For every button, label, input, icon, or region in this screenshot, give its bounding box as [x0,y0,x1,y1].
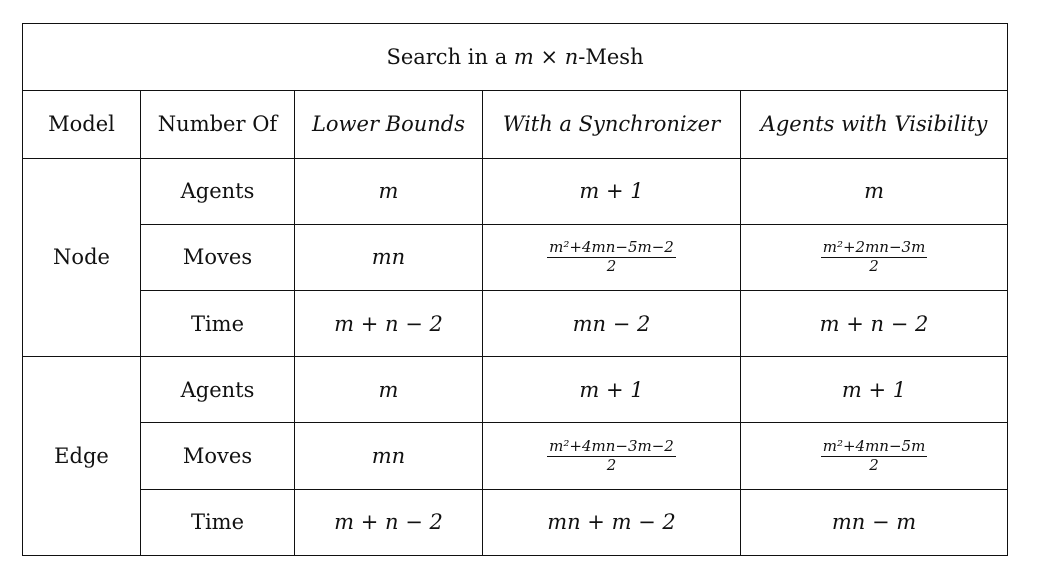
fraction-denominator: 2 [869,256,879,275]
table-row: Edge Agents m m + 1 m + 1 [22,356,1009,556]
fraction: m²+2mn−3m 2 [820,238,928,275]
sync-cell: m²+4mn−3m−2 2 [482,422,741,490]
fraction: m²+4mn−5m 2 [820,436,928,474]
fraction-denominator: 2 [606,455,617,474]
table-row: Node Agents m m + 1 m [22,157,1009,358]
visibility-cell: m²+4mn−5m 2 [739,422,1009,490]
metric-cell: Moves [140,422,295,490]
sync-cell: m²+4mn−5m−2 2 [482,223,741,291]
metric-cell: Agents [140,356,295,424]
fraction-denominator: 2 [869,455,879,474]
metric-cell: Time [140,488,295,557]
visibility-cell: m + 1 [739,356,1009,424]
metric-cell: Agents [140,157,295,225]
fraction-numerator: m²+2mn−3m [820,238,928,258]
lower-bound-cell: m [294,356,483,424]
fraction-denominator: 2 [606,256,617,275]
table-row: Moves mn m²+4mn−3m−2 2 m²+4mn−5m 2 [23,422,1009,490]
table-title-row: Search in a m × n-Mesh [21,22,1009,92]
lower-bound-cell: m + n − 2 [294,289,483,358]
header-model: Model [22,90,141,159]
fraction: m²+4mn−5m−2 2 [547,238,676,275]
lower-bound-cell: m [294,157,483,225]
header-with-synchronizer: With a Synchronizer [482,90,741,159]
sync-cell: m + 1 [482,356,741,424]
table-row: Time m + n − 2 mn − 2 m + n − 2 [23,289,1009,358]
sync-cell: m + 1 [482,157,741,225]
fraction-numerator: m²+4mn−5m−2 [547,238,676,258]
sync-cell: mn + m − 2 [482,488,741,557]
visibility-cell: m²+2mn−3m 2 [739,223,1009,291]
header-agents-visibility: Agents with Visibility [739,90,1009,159]
metric-cell: Time [140,289,295,358]
mesh-search-table: Search in a m × n-Mesh Model Number Of L… [21,22,1009,557]
visibility-cell: m + n − 2 [739,289,1009,358]
lower-bound-cell: mn [294,422,483,490]
fraction-numerator: m²+4mn−3m−2 [547,436,676,457]
model-node: Node [22,157,141,358]
table-title-math: m × n [513,45,579,70]
lower-bound-cell: m + n − 2 [294,488,483,557]
fraction-numerator: m²+4mn−5m [820,436,928,457]
table-title-suffix: -Mesh [578,45,644,70]
table-title-prefix: Search in a [386,45,514,70]
model-edge: Edge [22,356,141,556]
header-row: Model Number Of Lower Bounds With a Sync… [22,90,1009,159]
visibility-cell: m [739,157,1009,225]
lower-bound-cell: mn [294,223,483,291]
table-row: Time m + n − 2 mn + m − 2 mn − m [23,488,1009,557]
header-lower-bounds: Lower Bounds [294,90,483,159]
visibility-cell: mn − m [739,488,1009,557]
table-row: Moves mn m²+4mn−5m−2 2 m²+2mn−3m 2 [23,223,1009,291]
fraction: m²+4mn−3m−2 2 [547,436,676,474]
header-number-of: Number Of [140,90,295,159]
metric-cell: Moves [140,223,295,291]
sync-cell: mn − 2 [482,289,741,358]
table-title: Search in a m × n-Mesh [21,22,1009,92]
